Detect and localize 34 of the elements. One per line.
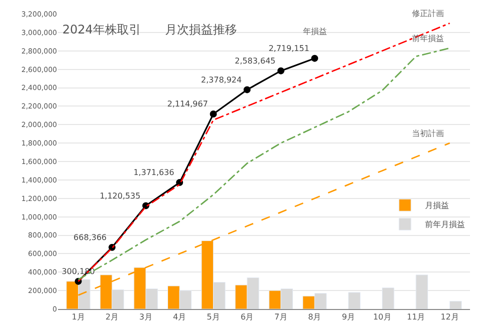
data-label: 668,366 xyxy=(74,233,107,242)
x-tick-label: 2月 xyxy=(105,312,119,322)
point xyxy=(277,67,284,74)
bar xyxy=(449,300,462,309)
data-label: 1,371,636 xyxy=(133,168,174,178)
point xyxy=(210,110,217,118)
series-label: 当初計画 xyxy=(412,129,444,138)
x-tick-label: 7月 xyxy=(274,312,288,322)
x-tick-label: 1月 xyxy=(72,312,85,322)
bar xyxy=(416,274,428,309)
bar xyxy=(382,288,394,309)
x-tick-label: 9月 xyxy=(342,312,355,322)
x-tick-label: 11月 xyxy=(406,312,426,322)
x-tick-label: 8月 xyxy=(308,312,322,322)
x-tick-label: 4月 xyxy=(173,312,186,322)
series-label: 修正計画 xyxy=(412,9,444,18)
bar xyxy=(348,292,360,309)
data-label: 2,719,151 xyxy=(268,44,310,53)
legend-label: 前年月損益 xyxy=(425,220,465,230)
x-tick-label: 6月 xyxy=(240,312,254,322)
data-label: 2,114,967 xyxy=(167,100,208,109)
data-label: 1,120,535 xyxy=(100,191,140,200)
point xyxy=(244,86,251,94)
point xyxy=(311,54,318,62)
data-label: 2,378,924 xyxy=(201,75,242,84)
x-tick-label: 12月 xyxy=(440,312,459,322)
x-tick-label: 3月 xyxy=(139,312,152,322)
x-tick-label: 10月 xyxy=(373,312,392,322)
text: 年損益 xyxy=(303,27,327,36)
legend-label: 月損益 xyxy=(425,201,449,210)
x-tick-label: 5月 xyxy=(206,312,220,322)
data-label: 2,583,645 xyxy=(234,56,276,66)
text: 2024年株取引 月次損益推移 xyxy=(62,22,237,37)
series-label: 前年損益 xyxy=(412,34,444,43)
